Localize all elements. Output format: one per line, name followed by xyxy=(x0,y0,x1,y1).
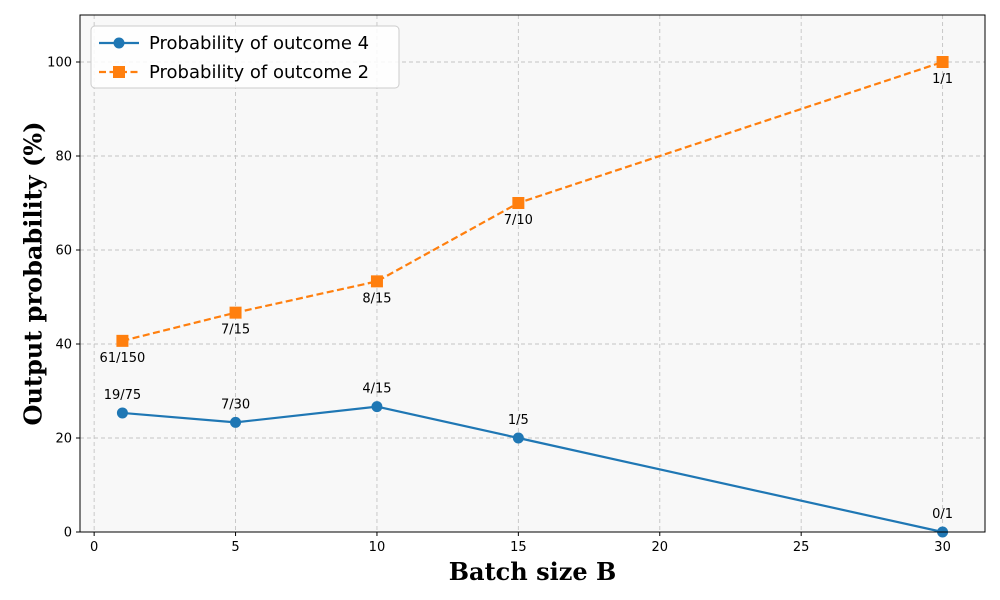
data-point xyxy=(371,401,383,413)
legend-marker xyxy=(113,37,125,49)
data-point xyxy=(116,407,128,419)
series-layer: 19/75 7/30 4/15 1/5 0/1 61/150 7/15 8/15 7/10 1/1 xyxy=(100,56,953,538)
x-axis-ticks: 0 5 10 15 20 25 30 xyxy=(90,532,951,555)
series-1: 19/75 7/30 4/15 1/5 0/1 xyxy=(104,382,953,538)
legend-marker xyxy=(113,66,125,78)
data-label: 7/10 xyxy=(504,213,533,228)
y-axis-title: Output probability (%) xyxy=(19,122,48,426)
legend-label: Probability of outcome 4 xyxy=(149,33,369,54)
y-axis-ticks: 0 20 40 60 80 100 xyxy=(47,56,80,541)
data-label: 7/15 xyxy=(221,323,250,338)
x-tick-label: 25 xyxy=(793,540,810,555)
data-label: 19/75 xyxy=(104,388,141,403)
y-tick-label: 20 xyxy=(55,432,72,447)
data-label: 8/15 xyxy=(362,291,391,306)
data-point xyxy=(936,56,949,68)
data-label: 7/30 xyxy=(221,397,250,412)
plot-background xyxy=(80,15,985,532)
data-point xyxy=(230,416,242,428)
data-point xyxy=(116,334,129,347)
legend-box xyxy=(90,25,400,89)
data-label: 1/1 xyxy=(932,72,953,87)
data-label: 4/15 xyxy=(362,382,391,397)
y-tick-label: 100 xyxy=(47,56,72,71)
data-label: 1/5 xyxy=(508,413,529,428)
x-tick-label: 15 xyxy=(510,540,527,555)
data-label: 61/150 xyxy=(100,351,146,366)
legend: Probability of outcome 4 Probability of o… xyxy=(90,25,400,89)
data-point xyxy=(512,197,525,209)
x-axis-title: Batch size B xyxy=(449,557,617,586)
plot-frame xyxy=(79,14,986,533)
data-point xyxy=(370,275,383,288)
y-tick-label: 80 xyxy=(55,150,72,165)
x-tick-label: 10 xyxy=(369,540,386,555)
x-tick-label: 30 xyxy=(934,540,951,555)
x-tick-label: 20 xyxy=(651,540,668,555)
y-tick-label: 40 xyxy=(55,338,72,353)
data-label: 0/1 xyxy=(932,507,953,522)
series-line xyxy=(122,60,943,342)
legend-label: Probability of outcome 2 xyxy=(149,62,369,83)
series-2: 61/150 7/15 8/15 7/10 1/1 xyxy=(100,56,953,366)
y-tick-label: 0 xyxy=(64,526,72,541)
x-tick-label: 5 xyxy=(231,540,239,555)
data-point xyxy=(229,306,242,319)
data-point xyxy=(512,432,524,444)
y-tick-label: 60 xyxy=(55,244,72,259)
x-tick-label: 0 xyxy=(90,540,98,555)
